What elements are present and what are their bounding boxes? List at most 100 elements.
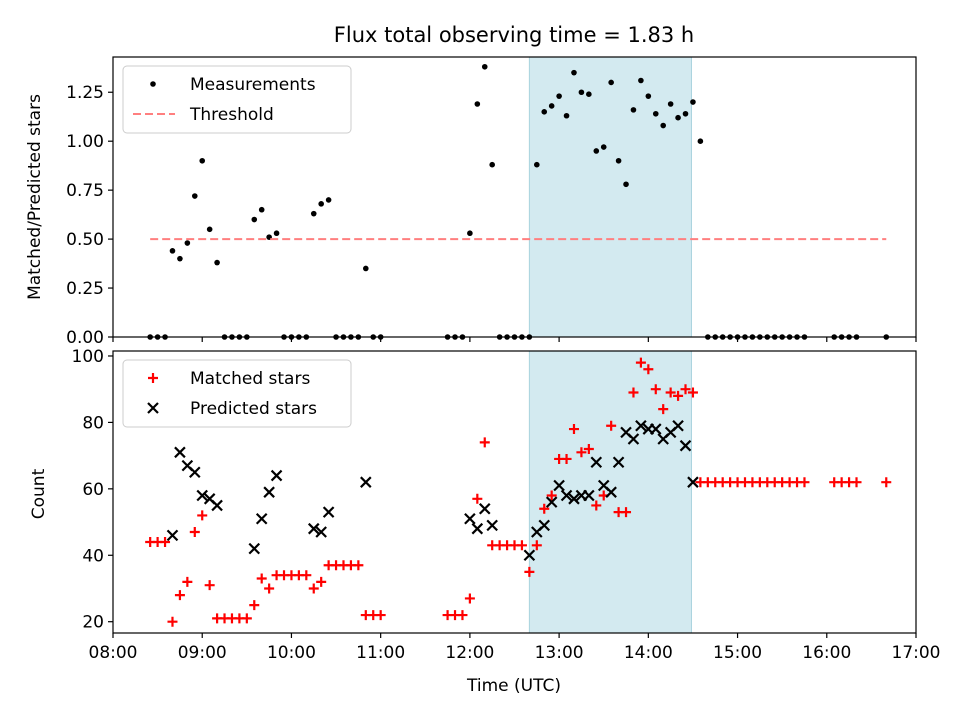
predicted-stars-point [560, 489, 573, 502]
bottom-axes-frame [112, 350, 917, 634]
legend-label: Threshold [189, 105, 274, 125]
predicted-stars-point [270, 469, 283, 482]
matched-stars-point [249, 600, 260, 611]
matched-stars-point [881, 477, 892, 488]
matched-stars-point [687, 387, 698, 398]
matched-stars-point [799, 477, 810, 488]
matched-stars-point [204, 580, 215, 591]
measurements-point [169, 248, 176, 254]
measurements-point [652, 110, 659, 117]
measurements-point [630, 107, 637, 113]
measurements-point [467, 230, 473, 237]
bottom-y-tick-label: 80 [82, 413, 104, 433]
bottom-y-tick-label: 20 [82, 613, 104, 633]
measurements-point [571, 69, 577, 76]
measurements-point [615, 157, 622, 164]
predicted-stars-point [166, 529, 179, 542]
x-tick-label: 15:00 [713, 643, 762, 663]
matched-stars-point [301, 570, 312, 581]
measurements-point [600, 144, 607, 150]
measurements-point [682, 110, 689, 117]
matched-stars-point [189, 527, 200, 538]
matched-stars-point [241, 613, 252, 624]
measurements-point [325, 197, 332, 203]
matched-stars-point [568, 424, 579, 435]
matched-stars-point [457, 610, 468, 621]
measurements-point [199, 157, 206, 164]
measurements-point [214, 259, 220, 266]
matched-stars-point [680, 384, 691, 395]
predicted-stars-point [553, 479, 565, 492]
matched-stars-point [628, 387, 639, 398]
matched-stars-point [464, 593, 475, 604]
chart-title: Flux total observing time = 1.83 h [334, 23, 694, 47]
measurements-point [541, 109, 548, 115]
matched-stars-point [167, 616, 178, 627]
measurements-point [251, 216, 258, 223]
predicted-stars-point [679, 439, 692, 452]
predicted-stars-point [263, 486, 275, 498]
x-tick-label: 09:00 [178, 643, 227, 663]
predicted-stars-point [211, 499, 223, 512]
bottom-legend: Matched stars Predicted stars [122, 359, 352, 428]
measurements-point [638, 77, 644, 84]
measurements-point [675, 114, 681, 121]
matched-stars-point [658, 404, 669, 415]
matched-stars-point [621, 507, 632, 518]
matched-stars-point [516, 540, 527, 551]
top-legend: Measurements Threshold [122, 65, 352, 134]
bottom-y-axis-label: Count [29, 468, 49, 519]
predicted-stars-point [189, 466, 201, 479]
predicted-stars-point [464, 512, 476, 525]
predicted-stars-point [307, 522, 320, 535]
top-legend-box [122, 65, 352, 134]
x-tick-label: 16:00 [802, 643, 851, 663]
measurements-point [318, 201, 324, 207]
measurements-point [474, 101, 481, 107]
matched-stars-point [591, 500, 602, 511]
matched-stars-point [561, 453, 572, 464]
measurements-point [184, 240, 191, 246]
matched-stars-point [375, 610, 386, 621]
predicted-stars-point [687, 476, 699, 488]
predicted-stars-point [612, 456, 625, 469]
matched-stars-point [182, 576, 193, 587]
predicted-stars-point [523, 549, 536, 562]
bottom-y-tick-label: 100 [72, 347, 104, 367]
matched-stars-point [576, 447, 587, 458]
legend-label: Predicted stars [190, 399, 317, 419]
x-tick-label: 08:00 [89, 643, 138, 663]
top-y-tick-label: 0.50 [66, 230, 104, 250]
matched-stars-point [635, 357, 646, 368]
top-y-tick-label: 1.00 [66, 132, 104, 152]
predicted-stars-point [248, 542, 261, 555]
legend-dot-icon [150, 81, 156, 87]
predicted-stars-point [568, 493, 580, 505]
measurements-point [273, 230, 280, 237]
legend-x-icon [147, 402, 159, 414]
predicted-stars-point [545, 496, 558, 508]
x-tick-label: 10:00 [267, 643, 316, 663]
matched-stars-point [583, 443, 594, 454]
measurements-point [481, 63, 488, 70]
top-y-tick-label: 0.25 [66, 279, 104, 299]
matched-stars-point [650, 384, 661, 395]
matched-stars-point [546, 490, 557, 501]
matched-stars-point [643, 364, 654, 375]
predicted-stars-point [471, 522, 484, 535]
predicted-stars-point [605, 486, 617, 498]
matched-stars-point [264, 583, 275, 594]
predicted-stars-point [627, 433, 640, 445]
predicted-stars-point [174, 446, 186, 459]
measurements-point [586, 91, 592, 98]
top-y-tick-label: 1.25 [66, 83, 104, 103]
measurements-point [563, 112, 570, 119]
bottom-panel: 20 40 60 80 100 08:00 09:00 10:00 11:00 12:00 13:0… [72, 347, 941, 663]
matched-stars-point [531, 540, 542, 551]
legend-label: Matched stars [190, 369, 310, 389]
matched-stars-point [472, 493, 483, 504]
measurements-point [534, 161, 540, 168]
top-y-tick-label: 0.75 [66, 181, 104, 201]
predicted-stars-point [486, 519, 498, 532]
